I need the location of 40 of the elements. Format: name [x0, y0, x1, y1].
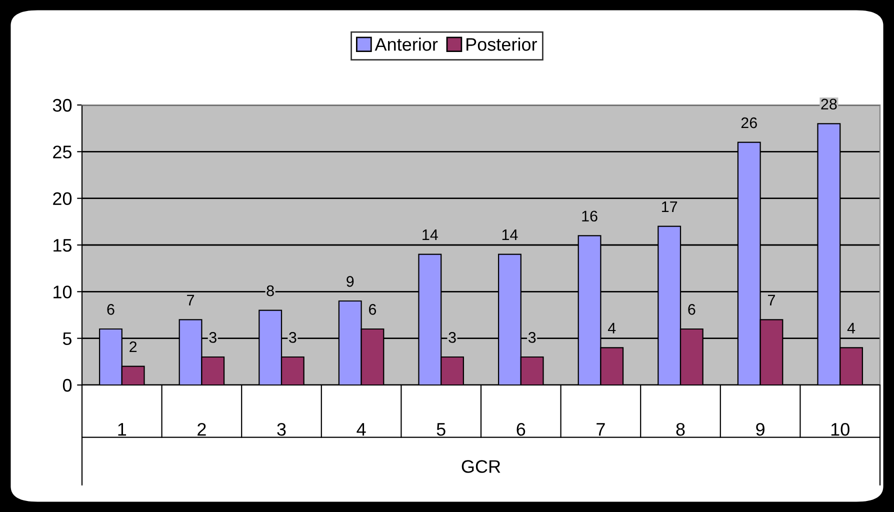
x-axis-title: GCR	[462, 460, 500, 473]
data-label: 3	[289, 332, 296, 343]
x-tick-label: 4	[356, 423, 366, 436]
data-label: 6	[688, 304, 696, 315]
x-tick-label: 2	[198, 422, 206, 436]
y-tick-label: 20	[53, 192, 72, 206]
data-label: 28	[821, 98, 837, 110]
x-tick-label: 9	[756, 422, 764, 436]
y-tick-label: 0	[62, 378, 72, 392]
data-label: 3	[209, 332, 216, 343]
y-tick-label: 30	[52, 98, 72, 112]
data-label: 9	[346, 276, 354, 287]
data-label: 3	[528, 332, 536, 343]
data-label: 3	[448, 332, 456, 343]
data-label: 26	[741, 117, 757, 128]
data-label: 8	[266, 285, 274, 296]
data-label: 14	[502, 230, 518, 240]
y-tick-label: 10	[54, 286, 72, 298]
y-tick-label: 25	[53, 146, 72, 158]
legend-label: Posterior	[466, 38, 538, 51]
x-tick-label: 6	[516, 422, 526, 436]
data-label: 2	[130, 341, 137, 352]
data-label: 16	[582, 210, 598, 222]
data-label: 6	[369, 304, 376, 315]
x-tick-label: 3	[277, 422, 286, 436]
data-label: 4	[847, 322, 856, 334]
x-tick-label: 5	[436, 423, 446, 436]
x-tick-label: 1	[118, 423, 126, 436]
data-label: 6	[107, 304, 114, 315]
x-tick-label: 7	[596, 423, 605, 436]
legend-label: Anterior	[374, 38, 438, 51]
x-tick-label: 8	[676, 422, 685, 436]
data-label: 4	[608, 322, 616, 334]
y-tick-label: 15	[54, 239, 72, 252]
x-tick-label: 10	[831, 422, 850, 436]
data-label: 7	[768, 294, 775, 306]
data-label: 14	[422, 230, 438, 240]
data-label: 17	[662, 202, 678, 212]
data-label: 7	[187, 294, 194, 306]
y-tick-label: 5	[62, 332, 72, 346]
